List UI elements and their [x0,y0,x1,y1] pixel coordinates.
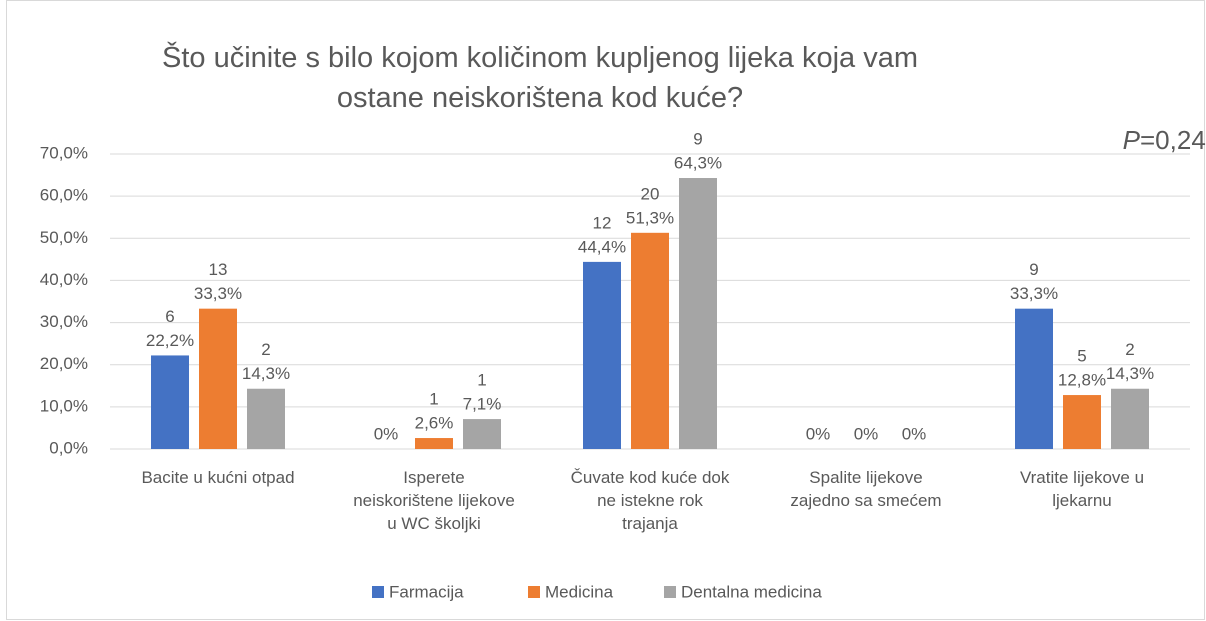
bar [463,419,501,449]
p-value: =0,246 [1140,125,1206,155]
x-tick-label: Vratite lijekove u ljekarnu [1019,468,1145,510]
bar [199,308,237,449]
count-label: 6 [165,307,174,326]
y-tick-label: 50,0% [40,228,88,247]
value-label: 51,3% [626,208,674,227]
value-label: 33,3% [194,284,242,303]
count-label: 5 [1077,347,1086,366]
value-label: 44,4% [578,237,626,256]
count-label: 9 [693,130,702,149]
bar [151,355,189,449]
bar [247,388,285,449]
legend-label: Medicina [545,582,614,601]
x-tick-label: Bacite u kućni otpad [141,468,295,487]
legend-swatch [372,586,384,598]
x-tick-label: Čuvate kod kuće dok ne istekne rok traja… [570,468,730,533]
count-label: 13 [209,260,228,279]
count-label: 2 [261,340,270,359]
bar [631,232,669,449]
legend-label: Farmacija [389,582,464,601]
count-label: 1 [429,390,438,409]
value-label: 14,3% [242,364,290,383]
legend-swatch [528,586,540,598]
value-label: 22,2% [146,331,194,350]
count-label: 1 [477,371,486,390]
legend-label: Dentalna medicina [681,582,822,601]
y-tick-label: 40,0% [40,270,88,289]
value-label: 33,3% [1010,284,1058,303]
bar [1111,388,1149,449]
count-label: 2 [1125,340,1134,359]
p-symbol: P [1123,125,1141,155]
value-label: 64,3% [674,154,722,173]
chart-title: Što učinite s bilo kojom količinom kuplj… [162,42,918,114]
bar [679,178,717,449]
y-tick-label: 30,0% [40,312,88,331]
y-tick-label: 0,0% [49,438,88,457]
value-label: 0% [854,424,879,443]
bar [1063,395,1101,449]
value-label: 7,1% [463,395,502,414]
y-tick-label: 10,0% [40,396,88,415]
value-label: 0% [806,424,831,443]
y-tick-label: 20,0% [40,354,88,373]
value-label: 0% [374,424,399,443]
y-tick-label: 60,0% [40,186,88,205]
count-label: 9 [1029,260,1038,279]
count-label: 12 [593,213,612,232]
bar [415,438,453,449]
bar [583,261,621,449]
value-label: 0% [902,424,927,443]
x-tick-label: Isperete neiskorištene lijekove u WC ško… [353,468,515,533]
value-label: 14,3% [1106,364,1154,383]
x-tick-label: Spalite lijekove zajedno sa smećem [790,468,942,510]
value-label: 2,6% [415,414,454,433]
bar [1015,308,1053,449]
count-label: 20 [641,184,660,203]
y-tick-label: 70,0% [40,143,88,162]
value-label: 12,8% [1058,371,1106,390]
legend-swatch [664,586,676,598]
